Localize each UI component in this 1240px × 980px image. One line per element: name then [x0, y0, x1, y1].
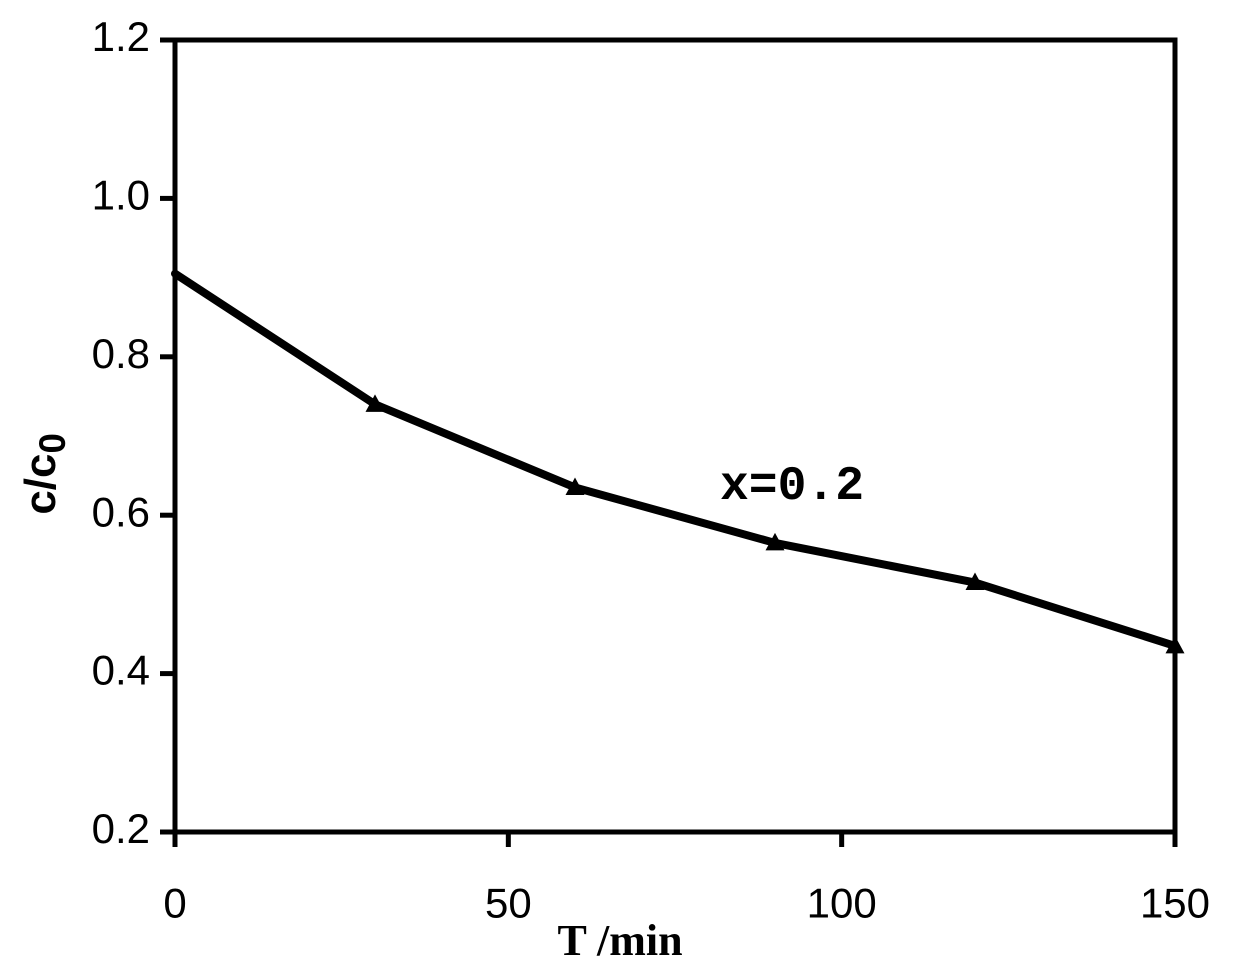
- line-chart: 0501001500.20.40.60.81.01.2: [0, 0, 1240, 980]
- x-axis-label: T /min: [520, 915, 720, 966]
- x-tick-label: 100: [807, 879, 877, 926]
- y-axis-label: c/c0: [16, 414, 74, 534]
- y-tick-label: 0.8: [92, 330, 150, 377]
- x-tick-label: 150: [1140, 879, 1210, 926]
- y-tick-label: 0.4: [92, 647, 150, 694]
- y-tick-label: 1.2: [92, 13, 150, 60]
- x-tick-label: 0: [163, 879, 186, 926]
- y-tick-label: 0.6: [92, 488, 150, 535]
- series-annotation: x=0.2: [720, 460, 864, 514]
- y-tick-label: 1.0: [92, 171, 150, 218]
- y-tick-label: 0.2: [92, 805, 150, 852]
- chart-container: 0501001500.20.40.60.81.01.2 c/c0 T /min …: [0, 0, 1240, 980]
